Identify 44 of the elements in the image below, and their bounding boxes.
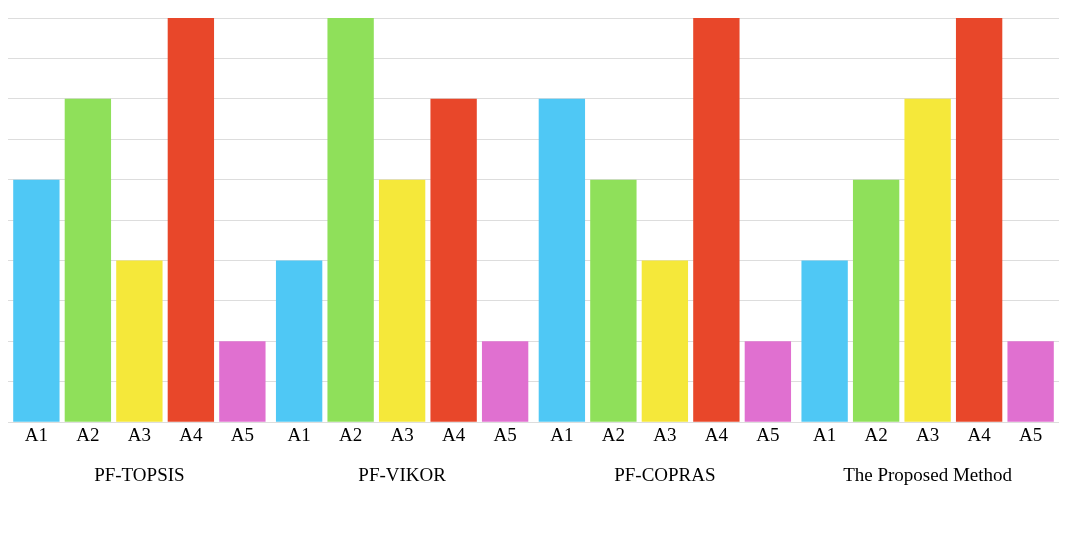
bar — [801, 260, 848, 422]
series-label: A4 — [179, 423, 203, 445]
text: A2 — [339, 423, 363, 445]
bar — [167, 18, 215, 422]
bar — [64, 98, 112, 422]
text: A1 — [813, 423, 837, 445]
bar — [13, 179, 60, 422]
bar — [430, 98, 477, 422]
bar — [1007, 341, 1054, 422]
text: A5 — [1019, 423, 1043, 445]
bar — [219, 341, 266, 422]
x-tick-label: PF-COPRAS — [614, 463, 716, 485]
text: A4 — [442, 423, 466, 445]
bar — [275, 260, 323, 422]
series-label: A1 — [24, 423, 48, 445]
text: A2 — [864, 423, 888, 445]
bar — [538, 98, 586, 422]
text: A1 — [550, 423, 574, 445]
bar — [641, 260, 689, 422]
text: A5 — [756, 423, 780, 445]
text: A2 — [601, 423, 625, 445]
series-label: A5 — [230, 423, 254, 445]
text: A4 — [967, 423, 991, 445]
bar — [693, 18, 740, 422]
bar — [116, 260, 163, 422]
bar — [904, 98, 951, 422]
text: A3 — [653, 423, 677, 445]
series-label: A2 — [76, 423, 100, 445]
text: A3 — [390, 423, 414, 445]
bar — [327, 18, 374, 422]
bar — [744, 341, 792, 422]
bar — [481, 341, 529, 422]
x-tick-label: PF-VIKOR — [358, 463, 447, 485]
text: A3 — [916, 423, 940, 445]
bar — [955, 18, 1003, 422]
x-tick-label: PF-TOPSIS — [94, 463, 185, 485]
bar — [590, 179, 637, 422]
series-label: A3 — [127, 423, 151, 445]
bar — [852, 179, 900, 422]
bar — [378, 179, 426, 422]
text: A4 — [704, 423, 728, 445]
text: A5 — [493, 423, 517, 445]
x-tick-label: The Proposed Method — [843, 463, 1013, 485]
text: A1 — [287, 423, 311, 445]
